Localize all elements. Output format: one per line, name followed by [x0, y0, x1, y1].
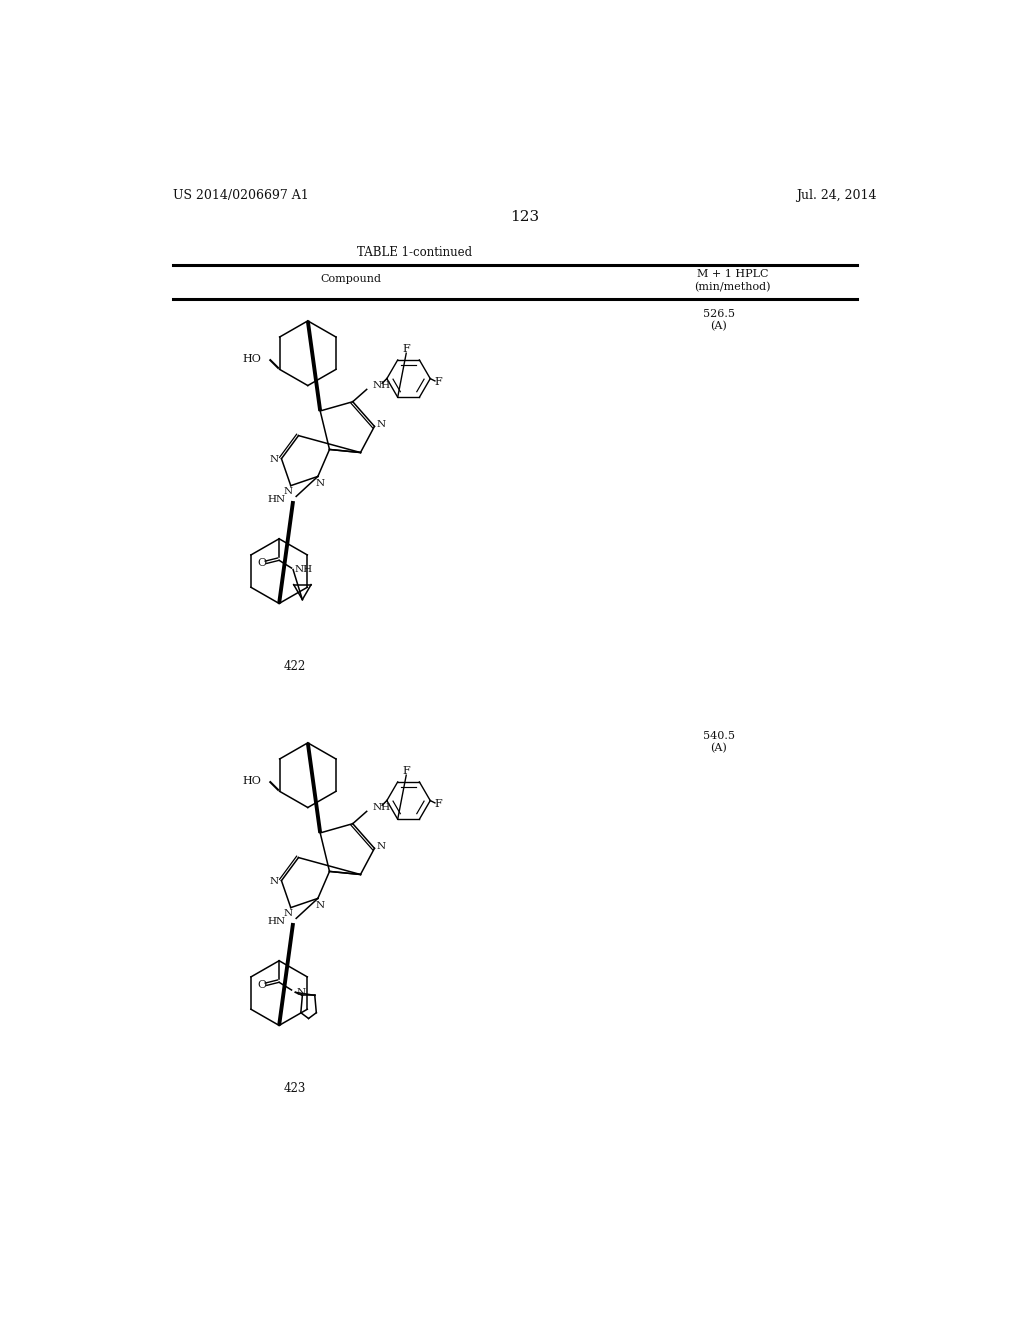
Text: F: F — [402, 345, 410, 354]
Text: N: N — [283, 487, 292, 496]
Text: HN: HN — [267, 917, 286, 925]
Text: N: N — [283, 909, 292, 919]
Text: NH: NH — [295, 565, 312, 574]
Text: N: N — [376, 420, 385, 429]
Text: NH: NH — [372, 381, 390, 389]
Text: HO: HO — [242, 354, 261, 363]
Text: 123: 123 — [510, 210, 540, 224]
Text: (A): (A) — [711, 321, 727, 331]
Text: 422: 422 — [284, 660, 306, 673]
Text: TABLE 1-continued: TABLE 1-continued — [357, 246, 472, 259]
Text: N: N — [270, 455, 279, 463]
Text: Jul. 24, 2014: Jul. 24, 2014 — [796, 189, 877, 202]
Text: NH: NH — [372, 803, 390, 812]
Text: N: N — [270, 876, 279, 886]
Text: M + 1 HPLC: M + 1 HPLC — [696, 269, 768, 279]
Text: HN: HN — [267, 495, 286, 504]
Text: 423: 423 — [284, 1082, 306, 1096]
Text: O: O — [257, 558, 266, 569]
Text: N: N — [296, 987, 305, 997]
Text: 526.5: 526.5 — [702, 309, 734, 319]
Text: F: F — [434, 799, 442, 809]
Text: (min/method): (min/method) — [694, 282, 771, 292]
Text: HO: HO — [242, 776, 261, 785]
Text: N: N — [315, 479, 325, 488]
Text: O: O — [257, 981, 266, 990]
Text: Compound: Compound — [321, 275, 382, 284]
Text: (A): (A) — [711, 743, 727, 754]
Text: N: N — [376, 842, 385, 851]
Text: F: F — [434, 376, 442, 387]
Text: 540.5: 540.5 — [702, 731, 734, 741]
Text: US 2014/0206697 A1: US 2014/0206697 A1 — [173, 189, 308, 202]
Text: N: N — [315, 900, 325, 909]
Text: F: F — [402, 767, 410, 776]
